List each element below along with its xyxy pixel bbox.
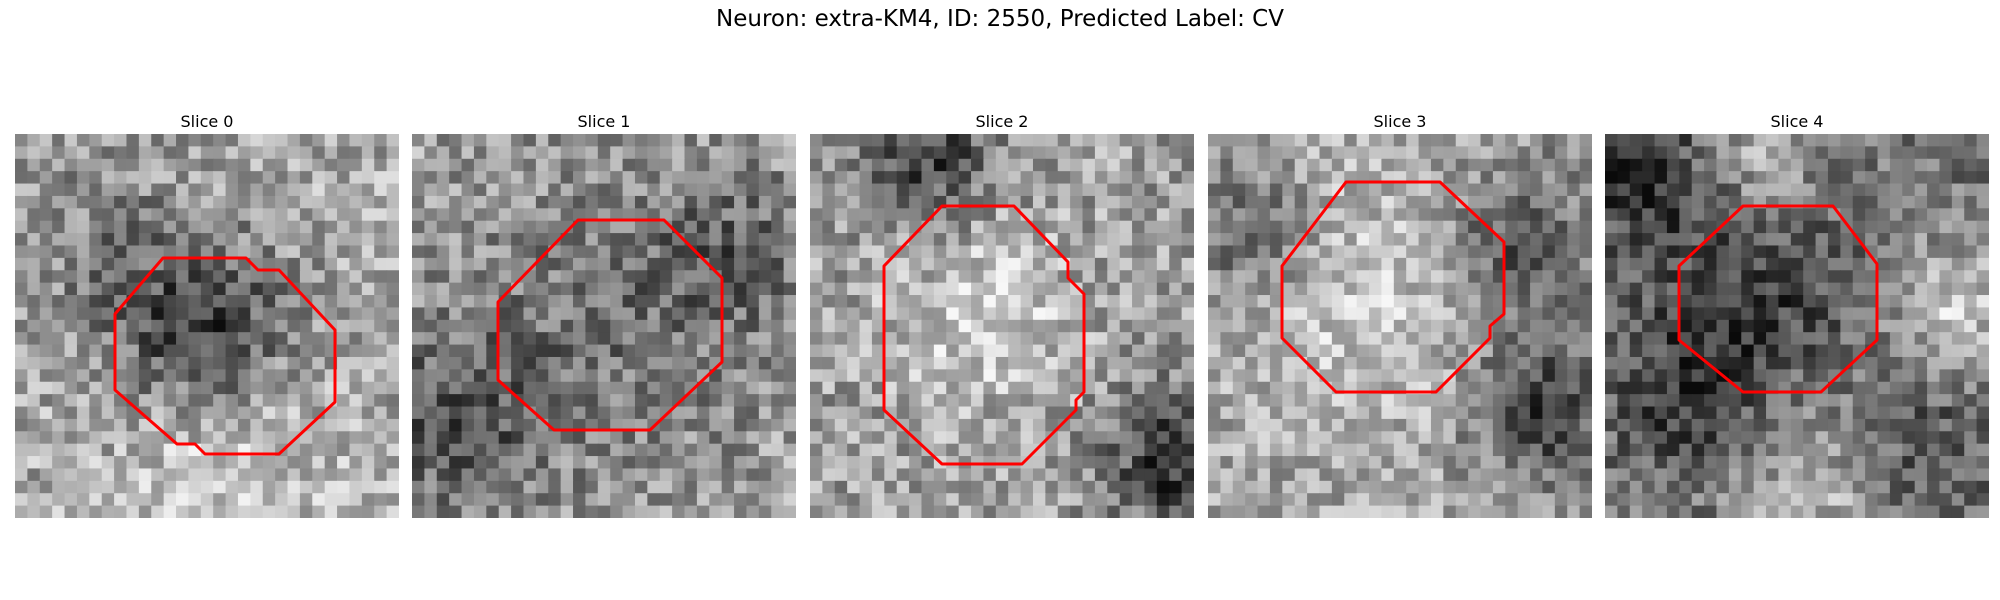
slice-image <box>15 134 399 518</box>
figure-title: Neuron: extra-KM4, ID: 2550, Predicted L… <box>716 6 1284 32</box>
roi-contour <box>496 218 724 432</box>
roi-contour <box>113 256 337 456</box>
roi-contour <box>1280 180 1506 394</box>
slice-image <box>1208 134 1592 518</box>
roi-contour <box>882 204 1086 466</box>
roi-contour <box>1677 204 1879 394</box>
slice-title: Slice 4 <box>1770 112 1824 131</box>
slice-title: Slice 2 <box>975 112 1029 131</box>
slice-title: Slice 1 <box>577 112 631 131</box>
slice-title: Slice 3 <box>1373 112 1427 131</box>
slice-image <box>810 134 1194 518</box>
slice-image <box>1605 134 1989 518</box>
slice-image <box>412 134 796 518</box>
slice-title: Slice 0 <box>180 112 234 131</box>
